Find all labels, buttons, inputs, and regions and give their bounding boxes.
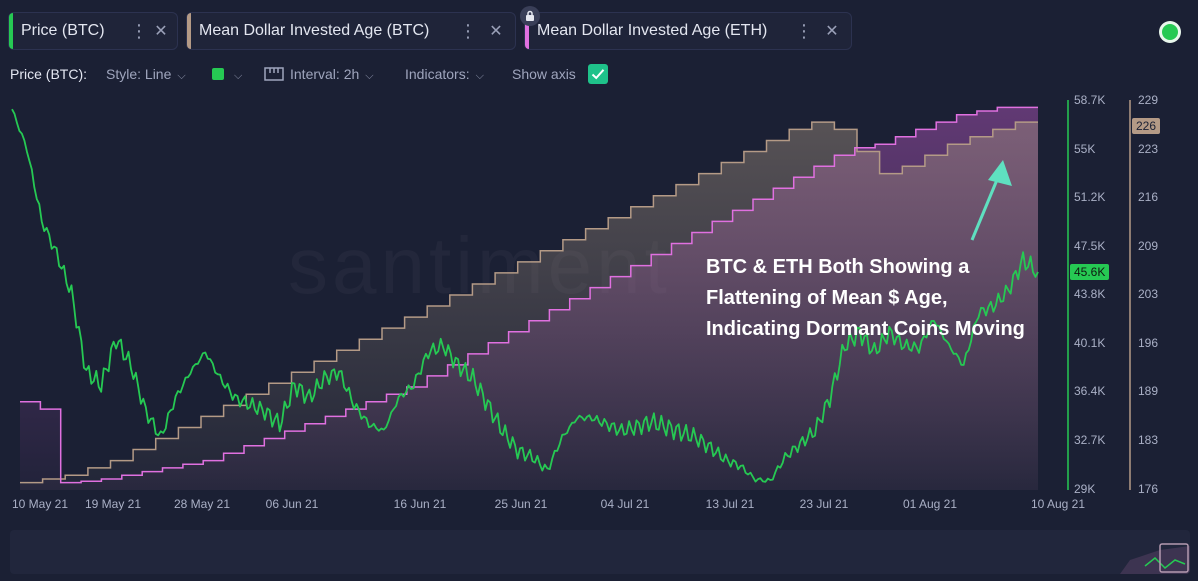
price-tick-label: 47.5K — [1074, 239, 1105, 253]
x-tick-label: 16 Jun 21 — [394, 497, 447, 511]
tab-price-btc[interactable]: Price (BTC) ⋮ ✕ — [8, 12, 178, 50]
interval-dropdown[interactable]: Interval: 2h ⌵ — [264, 66, 374, 83]
navigator-handle[interactable] — [1159, 543, 1189, 573]
annotation-line: Indicating Dormant Coins Moving — [706, 318, 1025, 340]
chart-annotation: BTC & ETH Both Showing a Flattening of M… — [706, 252, 1066, 345]
more-options-icon[interactable]: ⋮ — [130, 20, 148, 41]
chart-navigator[interactable] — [10, 530, 1190, 574]
price-tick-label: 32.7K — [1074, 433, 1105, 447]
annotation-line: Flattening of Mean $ Age, — [706, 287, 948, 309]
tab-color-bar — [525, 13, 529, 49]
annotation-arrow — [970, 160, 1012, 241]
show-axis-label: Show axis — [512, 66, 576, 82]
interval-icon — [264, 67, 284, 81]
age-tick-label: 189 — [1138, 384, 1158, 398]
x-tick-label: 10 Aug 21 — [1031, 497, 1085, 511]
chevron-down-icon: ⌵ — [365, 70, 374, 82]
price-tick-label: 51.2K — [1074, 190, 1105, 204]
show-axis-checkbox[interactable] — [588, 64, 608, 84]
close-icon[interactable]: ✕ — [154, 23, 168, 40]
tab-mdia-btc[interactable]: Mean Dollar Invested Age (BTC) ⋮ ✕ — [186, 12, 516, 50]
chart-settings-toolbar: Price (BTC): Style: Line ⌵ ⌵ Interval: 2h… — [0, 64, 700, 88]
age-tick-label: 203 — [1138, 287, 1158, 301]
series-color-swatch[interactable] — [212, 68, 224, 80]
x-tick-label: 04 Jul 21 — [601, 497, 650, 511]
area-layer — [20, 107, 1038, 491]
age-tick-label: 209 — [1138, 239, 1158, 253]
price-tick-label: 40.1K — [1074, 336, 1105, 350]
btc-age-line — [20, 121, 1038, 484]
chevron-down-icon: ⌵ — [234, 70, 243, 82]
tab-label: Price (BTC) — [21, 22, 105, 39]
tab-label: Mean Dollar Invested Age (BTC) — [199, 22, 430, 39]
age-current-badge: 226 — [1132, 118, 1161, 134]
age-tick-label: 229 — [1138, 93, 1158, 107]
price-tick-label: 43.8K — [1074, 287, 1105, 301]
price-tick-label: 29K — [1074, 482, 1095, 496]
x-tick-label: 23 Jul 21 — [800, 497, 849, 511]
color-dropdown[interactable]: ⌵ — [228, 66, 242, 83]
eth-age-line — [20, 106, 1038, 484]
more-options-icon[interactable]: ⋮ — [459, 20, 477, 41]
live-status-icon — [1162, 24, 1178, 40]
price-tick-label: 58.7K — [1074, 93, 1105, 107]
tab-color-bar — [187, 13, 191, 49]
age-tick-label: 216 — [1138, 190, 1158, 204]
x-tick-label: 06 Jun 21 — [266, 497, 319, 511]
tab-mdia-eth[interactable]: Mean Dollar Invested Age (ETH) ⋮ ✕ — [524, 12, 852, 50]
tab-label: Mean Dollar Invested Age (ETH) — [537, 22, 768, 39]
more-options-icon[interactable]: ⋮ — [795, 20, 813, 41]
x-tick-label: 19 May 21 — [85, 497, 141, 511]
metric-settings-label: Price (BTC): — [10, 66, 87, 82]
style-dropdown-label: Style: Line — [106, 66, 172, 82]
price-current-badge: 45.6K — [1070, 264, 1110, 280]
interval-dropdown-label: Interval: 2h — [290, 66, 360, 82]
age-tick-label: 176 — [1138, 482, 1158, 496]
x-tick-label: 01 Aug 21 — [903, 497, 957, 511]
age-tick-label: 183 — [1138, 433, 1158, 447]
close-icon[interactable]: ✕ — [825, 23, 839, 40]
x-tick-label: 28 May 21 — [174, 497, 230, 511]
x-tick-label: 25 Jun 21 — [495, 497, 548, 511]
price-axis: 58.7K 55K 51.2K 47.5K 43.8K 40.1K 36.4K 32.7K 29… — [1074, 93, 1105, 496]
x-tick-label: 13 Jul 21 — [706, 497, 755, 511]
btc-price-line — [11, 108, 1039, 483]
indicators-dropdown[interactable]: Indicators: ⌵ — [405, 66, 484, 83]
lock-icon[interactable] — [520, 6, 540, 26]
close-icon[interactable]: ✕ — [489, 23, 503, 40]
indicators-dropdown-label: Indicators: — [405, 66, 470, 82]
price-tick-label: 55K — [1074, 142, 1095, 156]
chevron-down-icon: ⌵ — [475, 70, 484, 82]
x-tick-label: 10 May 21 — [12, 497, 68, 511]
checkmark-icon — [591, 69, 605, 80]
price-tick-label: 36.4K — [1074, 384, 1105, 398]
style-dropdown[interactable]: Style: Line ⌵ — [106, 66, 186, 83]
annotation-line: BTC & ETH Both Showing a — [706, 256, 970, 278]
age-tick-label: 196 — [1138, 336, 1158, 350]
metric-tab-bar: Price (BTC) ⋮ ✕ Mean Dollar Invested Age… — [0, 6, 1198, 52]
chevron-down-icon: ⌵ — [177, 70, 186, 82]
age-tick-label: 223 — [1138, 142, 1158, 156]
age-axis: 229 223 216 209 203 196 189 183 176 — [1138, 93, 1158, 496]
btc-age-area — [20, 122, 1038, 490]
tab-color-bar — [9, 13, 13, 49]
navigator-line — [1144, 556, 1186, 570]
x-axis: 10 May 21 19 May 21 28 May 21 06 Jun 21 16 J… — [12, 497, 1085, 511]
line-layer — [11, 106, 1039, 484]
navigator-fill — [1120, 546, 1190, 574]
